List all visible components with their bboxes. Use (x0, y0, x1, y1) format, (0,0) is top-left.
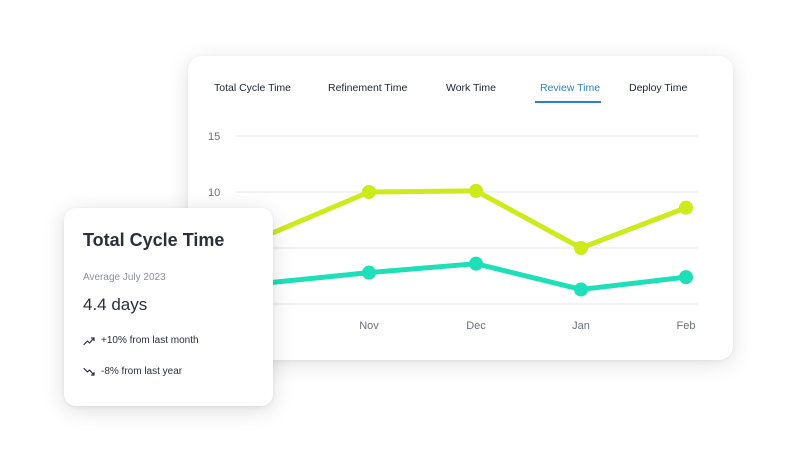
x-tick-label-1: Dec (466, 320, 486, 332)
series-line-0 (255, 188, 689, 251)
series-0-point-2 (469, 183, 483, 198)
summary-title: Total Cycle Time (83, 230, 225, 250)
trend-up-icon (83, 336, 95, 345)
tab-total-cycle-time[interactable]: Total Cycle Time (214, 82, 292, 94)
summary-value: 4.4 days (83, 295, 148, 314)
summary-card: Total Cycle Time Average July 2023 4.4 d… (64, 208, 273, 406)
year-change-text: -8% from last year (101, 366, 183, 377)
line-chart: 15 10 Nov Dec Jan Feb (208, 131, 698, 332)
series-0-point-3 (574, 241, 588, 255)
series-1-point-4 (679, 270, 693, 285)
y-tick-label-0: 15 (208, 131, 220, 143)
x-tick-label-2: Jan (572, 320, 590, 332)
tab-work-time[interactable]: Work Time (446, 82, 496, 94)
month-change-row: +10% from last month (83, 335, 199, 346)
x-tick-label-3: Feb (677, 320, 696, 332)
summary-period: Average July 2023 (83, 272, 166, 283)
active-tab-indicator (535, 101, 601, 103)
metric-tabs: Total Cycle Time Refinement Time Work Ti… (188, 56, 733, 116)
month-change-text: +10% from last month (101, 335, 199, 346)
x-tick-label-0: Nov (359, 320, 379, 332)
year-change-row: -8% from last year (83, 366, 182, 377)
series-1-point-3 (574, 282, 588, 297)
tab-deploy-time[interactable]: Deploy Time (629, 82, 688, 94)
tab-refinement-time[interactable]: Refinement Time (328, 82, 408, 94)
series-0-point-4 (679, 200, 693, 215)
y-tick-label-1: 10 (208, 187, 220, 199)
chart-card: Total Cycle Time Refinement Time Work Ti… (188, 56, 733, 360)
series-0-point-1 (362, 185, 376, 199)
series-1-point-2 (469, 256, 483, 271)
series-1-point-1 (362, 265, 376, 280)
tab-review-time[interactable]: Review Time (540, 82, 601, 94)
trend-down-icon (83, 367, 95, 376)
